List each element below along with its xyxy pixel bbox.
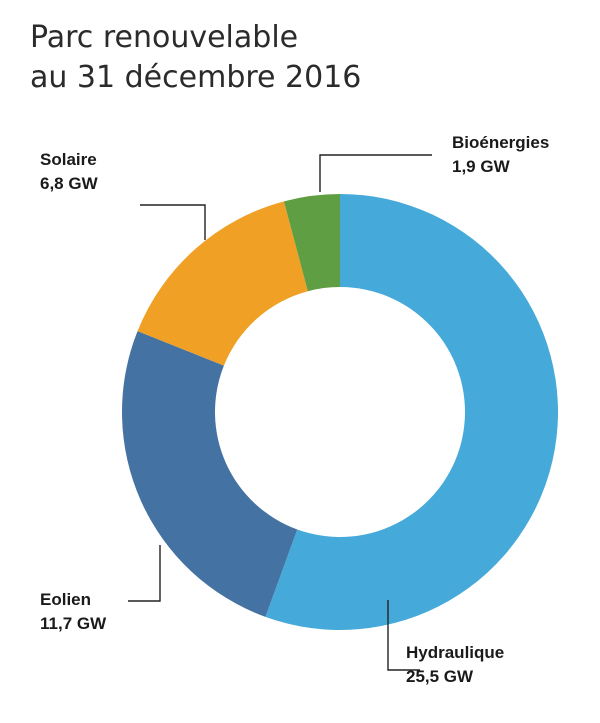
slice-labels: Hydraulique 25,5 GW Eolien 11,7 GW Solaire 6,… (40, 133, 549, 686)
chart-title: Parc renouvelable au 31 décembre 2016 (30, 18, 570, 98)
chart-title-line-1: Parc renouvelable (30, 20, 299, 55)
leader-lines (128, 154, 432, 671)
slice-solaire (137, 201, 308, 366)
value-solaire: 6,8 GW (40, 174, 99, 193)
leader-line-hydraulique (387, 600, 420, 671)
slice-bioenergies (283, 194, 340, 292)
value-bioenergies: 1,9 GW (452, 157, 511, 176)
slice-hydraulique (265, 194, 559, 630)
label-eolien: Eolien (40, 590, 91, 609)
value-eolien: 11,7 GW (40, 614, 107, 633)
leader-line-solaire (140, 204, 206, 240)
label-solaire: Solaire (40, 150, 97, 169)
slice-eolien (122, 331, 298, 617)
label-bioenergies: Bioénergies (452, 133, 549, 152)
leader-line-eolien (128, 545, 161, 602)
chart-title-line-2: au 31 décembre 2016 (30, 60, 362, 95)
label-hydraulique: Hydraulique (406, 643, 504, 662)
value-hydraulique: 25,5 GW (406, 667, 474, 686)
leader-line-bioenergies (319, 154, 432, 192)
donut-slices (122, 194, 559, 630)
